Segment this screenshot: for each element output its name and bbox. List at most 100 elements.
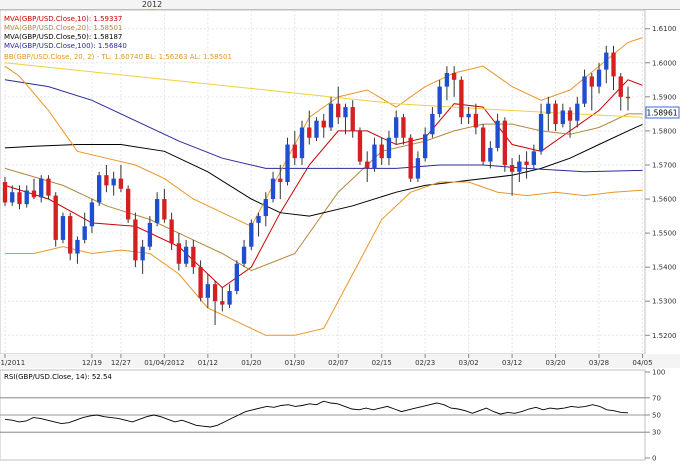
candle-body xyxy=(307,127,312,138)
rsi-line xyxy=(4,400,629,428)
candle-body xyxy=(82,226,87,240)
candle-body xyxy=(162,199,167,220)
candle-body xyxy=(386,137,392,159)
last-price-label: 1.58961 xyxy=(646,109,677,118)
candle-body xyxy=(524,161,529,165)
candle-body xyxy=(618,76,623,97)
candle-body xyxy=(553,103,558,125)
rsi-tick-label: 30 xyxy=(652,429,661,437)
y-tick-label: 1.5400 xyxy=(652,264,677,272)
candle-body xyxy=(517,161,522,172)
y-tick-label: 1.5600 xyxy=(652,196,677,204)
candle-body xyxy=(466,113,471,118)
candle-body xyxy=(205,284,211,298)
y-tick-label: 1.5800 xyxy=(652,127,677,135)
rsi-lines xyxy=(0,397,645,433)
candle-body xyxy=(2,182,8,203)
candle-body xyxy=(46,178,51,196)
candle-body xyxy=(53,195,58,240)
candle-body xyxy=(560,110,565,125)
y-tick-label: 1.5500 xyxy=(652,230,677,238)
candle-body xyxy=(31,190,37,198)
x-tick-label: 03/02 xyxy=(459,359,479,367)
candle-body xyxy=(191,246,196,268)
rsi-tick-label: 50 xyxy=(652,412,661,420)
legend-mva50: MVA(GBP/USD.Close,50): 1.58187 xyxy=(4,33,122,41)
x-tick-label: 02/15 xyxy=(372,359,392,367)
legend: MVA(GBP/USD.Close,10): 1.59337 MVA(GBP/U… xyxy=(4,15,232,61)
candle-body xyxy=(24,190,29,205)
last-price-box xyxy=(645,106,680,119)
candle-body xyxy=(343,107,348,118)
candle-body xyxy=(75,239,80,254)
candle-body xyxy=(394,117,399,138)
legend-mva100: MVA(GBP/USD.Close,100): 1.56840 xyxy=(4,42,127,50)
rsi-legend: RSI(GBP/USD.Close, 14): 52.54 xyxy=(4,373,112,381)
candle-body xyxy=(140,246,145,261)
rsi-tick-label: 0 xyxy=(652,455,656,463)
candle-body xyxy=(365,161,370,169)
x-tick-label: 04/05 xyxy=(632,359,652,367)
candle-body xyxy=(227,290,232,305)
candle-body xyxy=(263,199,268,217)
y-tick-label: 1.6100 xyxy=(652,25,677,33)
candle-body xyxy=(604,52,609,70)
x-tick-label: 03/12 xyxy=(502,359,522,367)
candle-body xyxy=(68,216,73,254)
candle-body xyxy=(357,130,363,162)
rsi-tick-label: 70 xyxy=(652,394,661,402)
candle-body xyxy=(415,158,421,179)
candle-body xyxy=(575,103,580,121)
candles xyxy=(2,45,631,326)
candle-body xyxy=(147,222,153,247)
overlay-line xyxy=(4,62,643,118)
candle-body xyxy=(278,178,283,182)
x-tick-label: 12/01/2011 xyxy=(0,359,25,367)
date-axis: 12/01/2011 12/19 12/27 01/04/2012 01/12 01/20… xyxy=(0,354,653,367)
candle-body xyxy=(169,219,174,244)
x-tick-label: 01/04/2012 xyxy=(144,359,184,367)
candle-body xyxy=(531,151,536,165)
candle-body xyxy=(451,73,457,80)
candle-body xyxy=(611,52,616,77)
top-axis-strip xyxy=(0,0,680,10)
candle-body xyxy=(502,120,508,165)
price-axis: 1.6100 1.6000 1.5900 1.5800 1.5700 1.5600 1.55… xyxy=(645,25,677,340)
candle-body xyxy=(401,117,406,138)
candle-body xyxy=(89,202,95,227)
candle-body xyxy=(154,199,160,223)
candle-body xyxy=(270,178,276,200)
x-tick-label: 12/27 xyxy=(111,359,131,367)
candle-body xyxy=(249,222,254,247)
overlay-line xyxy=(5,181,643,336)
rsi-tick-label: 100 xyxy=(652,369,665,377)
candle-body xyxy=(118,178,124,189)
candle-body xyxy=(372,144,377,169)
candle-body xyxy=(336,103,341,118)
candle-body xyxy=(546,103,551,114)
candle-body xyxy=(97,175,102,203)
candle-body xyxy=(625,96,631,99)
candle-body xyxy=(256,216,261,223)
x-tick-label: 03/28 xyxy=(589,359,609,367)
candle-body xyxy=(17,192,22,205)
top-axis-label: 2012 xyxy=(142,0,162,9)
date-axis-strip xyxy=(0,354,680,368)
x-tick-label: 03/20 xyxy=(545,359,565,367)
x-tick-label: 12/19 xyxy=(82,359,102,367)
candle-body xyxy=(430,113,435,135)
x-tick-label: 01/30 xyxy=(285,359,305,367)
candle-body xyxy=(422,134,428,159)
candle-body xyxy=(314,120,319,138)
candle-body xyxy=(328,103,334,128)
candle-body xyxy=(408,137,413,179)
candle-body xyxy=(589,76,594,87)
candle-body xyxy=(220,301,225,305)
candle-body xyxy=(125,188,131,220)
candle-body xyxy=(111,178,116,186)
y-tick-label: 1.5900 xyxy=(652,93,677,101)
candle-body xyxy=(39,178,44,198)
candle-body xyxy=(234,263,239,291)
rsi-axis: 100 70 50 30 0 xyxy=(645,369,665,463)
